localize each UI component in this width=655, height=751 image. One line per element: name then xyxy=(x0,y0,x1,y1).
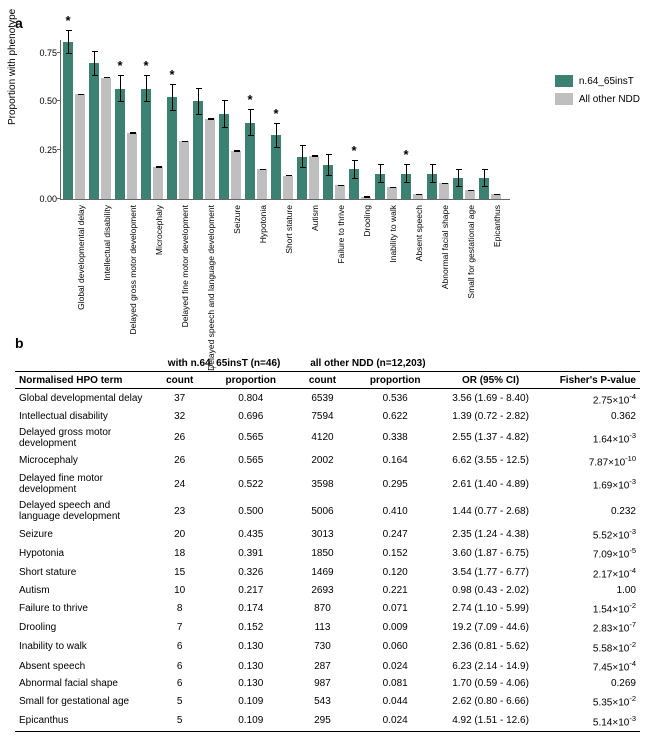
column-header: count xyxy=(153,372,206,389)
table-row: Delayed fine motor development240.522359… xyxy=(15,471,640,498)
bar-control xyxy=(439,183,449,199)
significance-star: * xyxy=(273,106,278,121)
bar-control xyxy=(387,187,397,199)
significance-star: * xyxy=(351,143,356,158)
bar-case xyxy=(141,89,151,199)
x-tick-label: Intellectual disability xyxy=(103,205,112,281)
legend-item: n.64_65insT xyxy=(555,75,640,87)
x-tick-label: Short stature xyxy=(285,205,294,254)
x-tick-label: Small for gestational age xyxy=(467,205,476,299)
x-tick-label: Abnormal facial shape xyxy=(441,205,450,289)
bar-chart: Proportion with phenotype 0.000.250.500.… xyxy=(15,35,640,335)
table-row: Drooling70.1521130.00919.2 (7.09 - 44.6)… xyxy=(15,618,640,637)
table-row: Delayed gross motor development260.56541… xyxy=(15,424,640,451)
y-axis-label: Proportion with phenotype xyxy=(7,9,18,125)
bar-control xyxy=(335,185,345,199)
bar-control xyxy=(179,141,189,199)
bar-case xyxy=(89,63,99,199)
x-tick-label: Absent speech xyxy=(415,205,424,261)
significance-star: * xyxy=(403,147,408,162)
x-tick-label: Autism xyxy=(311,205,320,231)
bar-case xyxy=(63,42,73,199)
column-header: count xyxy=(295,372,350,389)
y-tick: 0.50 xyxy=(31,96,57,106)
table-row: Intellectual disability320.69675940.6221… xyxy=(15,408,640,424)
table-row: Hypotonia180.39118500.1523.60 (1.87 - 6.… xyxy=(15,544,640,563)
x-tick-label: Seizure xyxy=(233,205,242,234)
significance-star: * xyxy=(65,13,70,28)
table-row: Autism100.21726930.2210.98 (0.43 - 2.02)… xyxy=(15,583,640,599)
x-tick-label: Delayed gross motor development xyxy=(129,205,138,334)
table-row: Small for gestational age50.1095430.0442… xyxy=(15,692,640,711)
table-row: Absent speech60.1302870.0246.23 (2.14 - … xyxy=(15,657,640,676)
x-tick-label: Failure to thrive xyxy=(337,205,346,264)
x-tick-label: Hypotonia xyxy=(259,205,268,243)
panel-a-label: a xyxy=(15,15,640,31)
bar-control xyxy=(231,151,241,199)
table-row: Seizure200.43530130.2472.35 (1.24 - 4.38… xyxy=(15,525,640,544)
bar-control xyxy=(153,167,163,199)
table-row: Delayed speech and language development2… xyxy=(15,498,640,525)
bar-control xyxy=(309,156,319,199)
bar-case xyxy=(115,89,125,199)
bar-control xyxy=(75,94,85,199)
bar-control xyxy=(127,133,137,199)
x-tick-label: Delayed speech and language development xyxy=(207,205,216,371)
hpo-table: with n.64_65insT (n=46) all other NDD (n… xyxy=(15,355,640,732)
column-header: OR (95% CI) xyxy=(441,372,541,389)
x-tick-label: Drooling xyxy=(363,205,372,237)
significance-star: * xyxy=(169,67,174,82)
plot-area: 0.000.250.500.75*Global developmental de… xyxy=(60,40,510,200)
y-tick: 0.00 xyxy=(31,194,57,204)
significance-star: * xyxy=(143,58,148,73)
column-header: Fisher's P-value xyxy=(541,372,640,389)
bar-control xyxy=(101,78,111,199)
x-tick-label: Global developmental delay xyxy=(77,205,86,310)
y-tick: 0.25 xyxy=(31,145,57,155)
bar-control xyxy=(465,190,475,199)
group-header-control: all other NDD (n=12,203) xyxy=(295,355,440,372)
table-row: Epicanthus50.1092950.0244.92 (1.51 - 12.… xyxy=(15,711,640,731)
column-header: proportion xyxy=(206,372,295,389)
column-header: proportion xyxy=(350,372,441,389)
bar-control xyxy=(257,169,267,199)
table-row: Global developmental delay370.80465390.5… xyxy=(15,389,640,409)
legend-item: All other NDD xyxy=(555,93,640,105)
table-row: Failure to thrive80.1748700.0712.74 (1.1… xyxy=(15,599,640,618)
bar-control xyxy=(205,119,215,199)
table-row: Microcephaly260.56520020.1646.62 (3.55 -… xyxy=(15,451,640,470)
table-row: Abnormal facial shape60.1309870.0811.70 … xyxy=(15,676,640,692)
y-tick: 0.75 xyxy=(31,48,57,58)
bar-case xyxy=(167,97,177,199)
group-header-case: with n.64_65insT (n=46) xyxy=(153,355,295,372)
x-tick-label: Inability to walk xyxy=(389,205,398,263)
x-tick-label: Epicanthus xyxy=(493,205,502,247)
x-tick-label: Delayed fine motor development xyxy=(181,205,190,327)
column-header: Normalised HPO term xyxy=(15,372,153,389)
significance-star: * xyxy=(117,58,122,73)
bar-control xyxy=(283,176,293,199)
table-row: Inability to walk60.1307300.0602.36 (0.8… xyxy=(15,637,640,656)
chart-legend: n.64_65insT All other NDD xyxy=(555,75,640,111)
x-tick-label: Microcephaly xyxy=(155,205,164,255)
table-row: Short stature150.32614690.1203.54 (1.77 … xyxy=(15,563,640,582)
panel-b-label: b xyxy=(15,335,640,351)
bar-case xyxy=(193,101,203,199)
significance-star: * xyxy=(247,92,252,107)
